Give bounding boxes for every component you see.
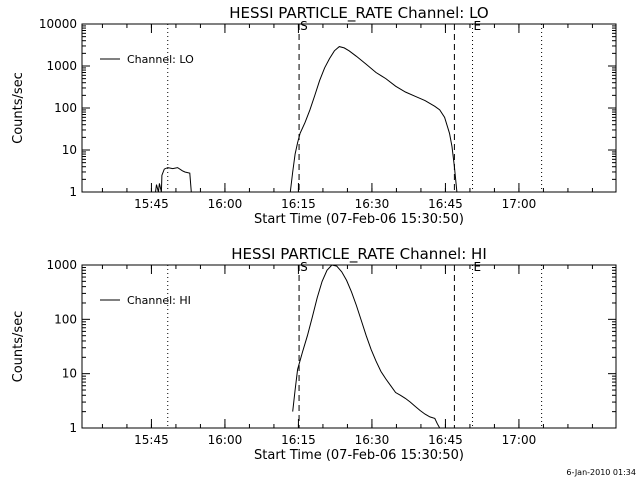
- y-axis-label-1: Counts/sec: [11, 72, 26, 144]
- event-marker-label-e-2: E: [474, 260, 482, 274]
- x-tick-label-2: 15:45: [134, 433, 169, 447]
- x-tick-label-1: 16:30: [355, 197, 390, 211]
- x-tick-label-1: 17:00: [502, 197, 537, 211]
- x-tick-label-2: 16:45: [428, 433, 463, 447]
- x-axis-label-1: Start Time (07-Feb-06 15:30:50): [254, 212, 464, 227]
- y-tick-label-1: 1000: [46, 59, 77, 73]
- x-tick-label-2: 16:30: [355, 433, 390, 447]
- x-tick-label-2: 16:15: [281, 433, 316, 447]
- event-marker-label-s-2: S: [300, 260, 308, 274]
- x-tick-label-2: 17:00: [502, 433, 537, 447]
- plot-frame-1: [81, 23, 617, 193]
- y-tick-label-1: 1: [69, 185, 77, 199]
- event-marker-label-s-1: S: [300, 19, 308, 33]
- y-tick-label-2: 1: [69, 421, 77, 435]
- y-tick-label-2: 100: [54, 312, 77, 326]
- plot-frame-2: [81, 264, 617, 429]
- event-marker-label-e-1: E: [474, 19, 482, 33]
- x-tick-label-1: 15:45: [134, 197, 169, 211]
- y-tick-label-1: 10000: [39, 17, 77, 31]
- y-tick-label-1: 10: [62, 143, 77, 157]
- legend-label-2: Channel: HI: [127, 294, 191, 307]
- chart-title-2: HESSI PARTICLE_RATE Channel: HI: [231, 245, 487, 264]
- y-tick-label-2: 1000: [46, 258, 77, 272]
- x-tick-label-1: 16:15: [281, 197, 316, 211]
- y-tick-label-2: 10: [62, 367, 77, 381]
- x-tick-label-2: 16:00: [208, 433, 243, 447]
- x-axis-label-2: Start Time (07-Feb-06 15:30:50): [254, 448, 464, 463]
- y-axis-label-2: Counts/sec: [11, 311, 26, 383]
- series-line-2-1: [292, 265, 441, 428]
- legend-label-1: Channel: LO: [127, 53, 194, 66]
- x-tick-label-1: 16:00: [208, 197, 243, 211]
- x-tick-label-1: 16:45: [428, 197, 463, 211]
- footer-timestamp: 6-Jan-2010 01:34: [566, 468, 636, 477]
- series-line-1-2: [289, 46, 458, 192]
- chart-title-1: HESSI PARTICLE_RATE Channel: LO: [229, 4, 488, 23]
- series-line-1-1: [155, 167, 192, 192]
- y-tick-label-1: 100: [54, 101, 77, 115]
